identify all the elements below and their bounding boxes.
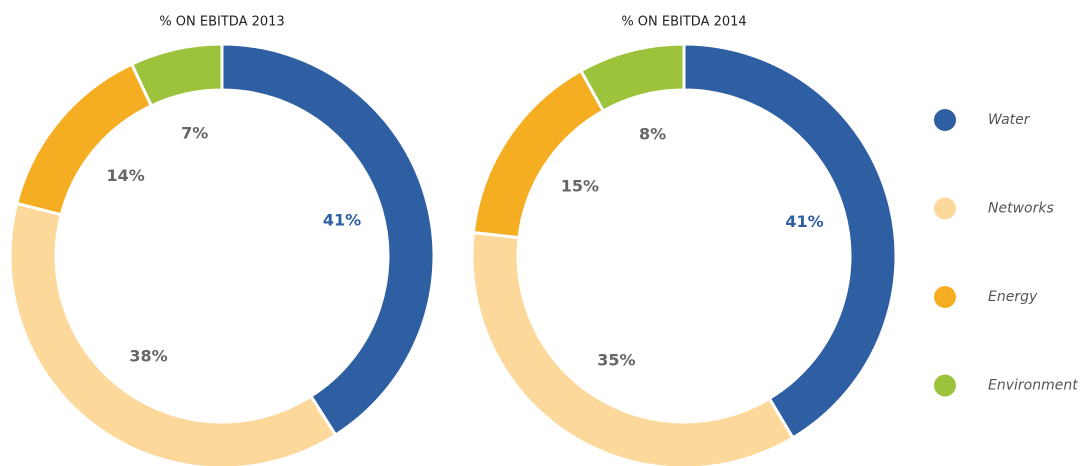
data-label: 14%: [107, 166, 145, 185]
donut-segment: [682, 42, 898, 440]
donut-segment: [8, 201, 338, 466]
legend-swatch: [934, 109, 956, 131]
donut-segment: [220, 42, 436, 438]
chart-title: % ON EBITDA 2013: [159, 15, 284, 30]
donut-segment: [14, 62, 154, 217]
data-label: 41%: [785, 212, 823, 231]
donut-segment: [578, 42, 686, 113]
legend-swatch: [934, 374, 956, 397]
data-label: 38%: [129, 347, 167, 366]
data-label: 41%: [323, 211, 361, 230]
data-label: 7%: [181, 124, 208, 143]
legend-label: Energy: [988, 289, 1038, 305]
legend-label: Networks: [988, 201, 1054, 217]
donut-segment: [129, 42, 224, 108]
chart-title: % ON EBITDA 2014: [621, 15, 746, 30]
donut-segment: [471, 68, 606, 240]
legend-label: Environment: [988, 378, 1078, 394]
legend-swatch: [934, 286, 956, 308]
legend-swatch: [934, 197, 956, 220]
donut-segment: [470, 230, 795, 466]
legend-label: Water: [988, 112, 1031, 128]
data-label: 35%: [597, 351, 635, 370]
data-label: 15%: [561, 176, 599, 195]
data-label: 8%: [639, 125, 666, 144]
